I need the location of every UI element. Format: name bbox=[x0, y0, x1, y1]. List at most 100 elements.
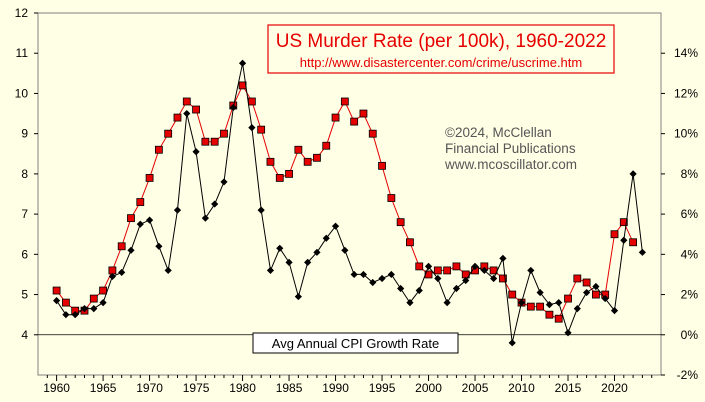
murder-rate-point bbox=[378, 161, 386, 170]
cpi-growth-point bbox=[397, 284, 405, 293]
murder-rate-point bbox=[182, 97, 191, 106]
murder-rate-point bbox=[331, 113, 340, 122]
cpi-growth-point bbox=[573, 305, 581, 313]
left-tick-label: 7 bbox=[21, 207, 28, 221]
cpi-growth-line bbox=[56, 63, 643, 343]
murder-rate-point bbox=[573, 274, 582, 283]
cpi-growth-point bbox=[508, 339, 516, 347]
cpi-growth-point bbox=[536, 288, 544, 297]
cpi-growth-point bbox=[220, 178, 228, 186]
murder-rate-point bbox=[536, 302, 545, 311]
x-tick-label: 2000 bbox=[415, 381, 442, 395]
left-tick-label: 4 bbox=[21, 328, 28, 342]
cpi-growth-point bbox=[183, 109, 191, 118]
cpi-growth-point bbox=[583, 288, 591, 297]
murder-rate-point bbox=[127, 214, 135, 223]
cpi-growth-point bbox=[80, 305, 89, 313]
right-tick-label: 6% bbox=[681, 207, 699, 221]
cpi-growth-point bbox=[313, 248, 321, 256]
cpi-growth-point bbox=[276, 244, 284, 252]
cpi-growth-point bbox=[229, 103, 237, 112]
cpi-growth-point bbox=[499, 254, 507, 262]
cpi-growth-point bbox=[201, 214, 209, 222]
murder-rate-point bbox=[266, 157, 275, 166]
left-tick-label: 8 bbox=[21, 167, 28, 181]
cpi-growth-point bbox=[592, 282, 600, 291]
cpi-growth-point bbox=[211, 200, 219, 208]
cpi-growth-point bbox=[164, 266, 172, 275]
copyright-line-1: ©2024, McClellan bbox=[445, 125, 552, 140]
x-tick-label: 1975 bbox=[183, 381, 210, 395]
x-tick-label: 1995 bbox=[369, 381, 396, 395]
left-tick-label: 9 bbox=[21, 127, 28, 141]
left-tick-label: 6 bbox=[21, 247, 28, 261]
cpi-growth-point bbox=[350, 270, 358, 279]
right-tick-label: 0% bbox=[681, 328, 699, 342]
murder-rate-point bbox=[359, 109, 368, 118]
x-tick-label: 2010 bbox=[508, 381, 535, 395]
right-tick-label: 8% bbox=[681, 167, 699, 181]
murder-rate-point bbox=[173, 113, 182, 122]
murder-rate-point bbox=[89, 294, 98, 303]
series-murder-rate bbox=[52, 81, 638, 323]
cpi-growth-point bbox=[341, 246, 349, 254]
cpi-growth-point bbox=[118, 268, 126, 277]
murder-rate-point bbox=[164, 129, 173, 138]
axes-group: 4 5 6 7 8 9 10 11 12 -2% 0% 2% 4% 6% 8% 10% 12% 14% 1960 19… bbox=[15, 6, 699, 395]
cpi-growth-point bbox=[331, 222, 340, 230]
right-tick-label: 12% bbox=[674, 86, 698, 100]
murder-rate-point bbox=[154, 145, 163, 154]
cpi-growth-point bbox=[480, 266, 488, 275]
x-tick-label: 1980 bbox=[229, 381, 256, 395]
murder-rate-point bbox=[415, 262, 424, 271]
cpi-growth-point bbox=[192, 148, 200, 156]
murder-rate-point bbox=[368, 129, 377, 138]
murder-rate-point bbox=[406, 238, 414, 247]
cpi-label: Avg Annual CPI Growth Rate bbox=[272, 336, 439, 351]
x-tick-label: 1985 bbox=[276, 381, 303, 395]
murder-rate-point bbox=[443, 266, 452, 275]
cpi-label-box: Avg Annual CPI Growth Rate bbox=[252, 332, 459, 354]
murder-rate-point bbox=[452, 262, 461, 271]
cpi-growth-point bbox=[369, 278, 377, 287]
cpi-growth-point bbox=[173, 206, 182, 214]
cpi-growth-point bbox=[155, 242, 163, 250]
cpi-growth-point bbox=[610, 307, 619, 315]
right-tick-label: -2% bbox=[677, 368, 699, 382]
murder-rate-point bbox=[257, 125, 266, 134]
cpi-growth-point bbox=[257, 206, 265, 214]
murder-rate-point bbox=[396, 218, 405, 227]
left-tick-label: 10 bbox=[15, 86, 29, 100]
cpi-growth-point bbox=[555, 299, 563, 307]
cpi-growth-point bbox=[304, 258, 312, 266]
murder-rate-point bbox=[275, 174, 284, 182]
murder-rate-point bbox=[629, 238, 638, 247]
cpi-growth-point bbox=[248, 124, 256, 132]
murder-rate-point bbox=[99, 286, 107, 295]
murder-rate-point bbox=[136, 198, 145, 206]
murder-rate-point bbox=[192, 105, 200, 114]
plot-frame bbox=[37, 12, 662, 376]
murder-rate-point bbox=[508, 290, 517, 299]
murder-rate-point bbox=[340, 97, 349, 106]
cpi-growth-point bbox=[564, 329, 572, 337]
cpi-growth-point bbox=[285, 258, 293, 266]
murder-rate-point bbox=[145, 174, 154, 182]
x-tick-label: 2015 bbox=[555, 381, 582, 395]
copyright-line-2: Financial Publications bbox=[445, 141, 576, 156]
cpi-growth-point bbox=[238, 59, 247, 67]
cpi-label-border bbox=[252, 332, 459, 354]
left-tick-label: 11 bbox=[16, 46, 29, 60]
x-tick-label: 1970 bbox=[136, 381, 163, 395]
x-tick-label: 1990 bbox=[322, 381, 349, 395]
cpi-growth-point bbox=[90, 305, 98, 313]
x-tick-label: 1960 bbox=[43, 381, 70, 395]
cpi-growth-point bbox=[415, 286, 423, 295]
right-tick-label: 4% bbox=[681, 247, 699, 261]
cpi-growth-point bbox=[266, 266, 275, 275]
murder-rate-point bbox=[61, 298, 70, 307]
cpi-growth-point bbox=[517, 299, 526, 307]
murder-rate-point bbox=[117, 242, 126, 251]
